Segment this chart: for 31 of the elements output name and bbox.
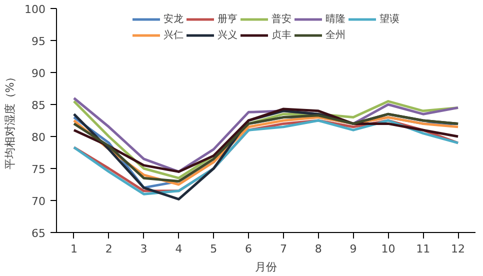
x-tick-label: 2	[105, 242, 112, 256]
x-tick-label: 1	[70, 242, 78, 256]
legend-label: 全州	[326, 28, 346, 42]
legend-label: 贞丰	[272, 28, 292, 42]
x-tick-label: 4	[175, 242, 182, 256]
y-axis-title: 平均相对湿度（%）	[4, 71, 17, 170]
y-tick-label: 95	[32, 35, 46, 48]
x-tick-label: 6	[245, 242, 252, 256]
y-tick-label: 85	[32, 99, 46, 112]
legend-label: 晴隆	[326, 12, 346, 26]
x-tick-label: 11	[416, 242, 430, 256]
x-tick-label: 12	[451, 242, 466, 256]
y-tick-label: 80	[32, 131, 46, 144]
y-tick-label: 100	[24, 3, 46, 16]
legend-label: 册亨	[218, 12, 238, 26]
x-tick-label: 5	[210, 242, 218, 256]
y-tick-label: 75	[32, 163, 46, 176]
y-tick-label: 90	[32, 67, 46, 80]
legend-label: 兴义	[218, 28, 238, 42]
legend-label: 望谟	[380, 12, 400, 26]
legend-label: 安龙	[164, 12, 184, 26]
legend-label: 普安	[272, 12, 292, 26]
y-tick-label: 65	[32, 227, 46, 240]
x-tick-label: 9	[350, 242, 357, 256]
x-axis-title: 月份	[255, 260, 277, 274]
y-tick-label: 70	[32, 195, 46, 208]
x-tick-label: 8	[314, 242, 322, 256]
x-tick-label: 7	[280, 242, 287, 256]
legend-label: 兴仁	[164, 28, 184, 42]
x-tick-label: 10	[381, 242, 396, 256]
x-tick-label: 3	[140, 242, 148, 256]
